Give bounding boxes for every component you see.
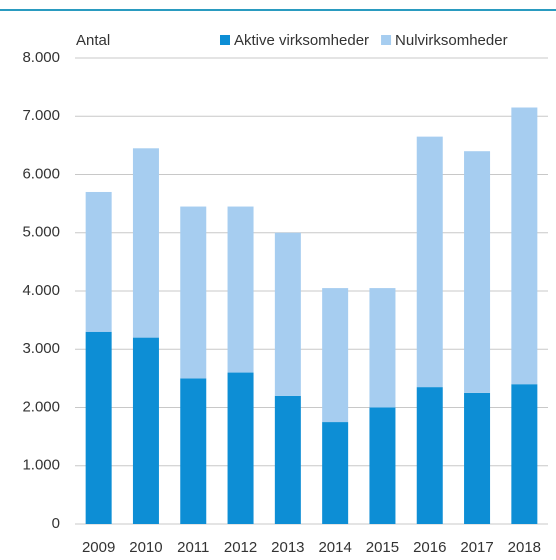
y-tick-label: 3.000	[22, 340, 60, 357]
legend-swatch	[220, 35, 230, 45]
x-tick-label: 2017	[460, 539, 493, 556]
bar-segment	[416, 387, 443, 524]
bar-segment	[464, 151, 491, 393]
bar-segment	[416, 136, 443, 388]
y-tick-label: 6.000	[22, 165, 60, 182]
bar-segment	[322, 422, 349, 524]
bar-segment	[369, 288, 396, 408]
y-tick-label: 0	[52, 515, 60, 532]
bar-segment	[227, 372, 254, 524]
y-tick-label: 2.000	[22, 398, 60, 415]
bar-segment	[227, 206, 254, 373]
y-axis-label: Antal	[76, 32, 110, 49]
bar-segment	[132, 337, 159, 524]
y-tick-label: 1.000	[22, 457, 60, 474]
bar-segment	[180, 378, 207, 524]
legend-label: Nulvirksomheder	[395, 32, 508, 49]
y-tick-label: 8.000	[22, 49, 60, 66]
bar-segment	[85, 191, 112, 332]
x-tick-label: 2011	[177, 539, 209, 556]
bar-segment	[274, 232, 301, 396]
bar-segment	[132, 148, 159, 338]
bar-segment	[322, 288, 349, 423]
bar-segment	[464, 392, 491, 524]
x-tick-label: 2015	[366, 539, 399, 556]
y-tick-label: 7.000	[22, 107, 60, 124]
x-tick-label: 2009	[82, 539, 115, 556]
bar-segment	[180, 206, 207, 379]
x-tick-label: 2010	[129, 539, 162, 556]
legend-swatch	[381, 35, 392, 45]
x-tick-label: 2013	[271, 539, 304, 556]
x-tick-label: 2016	[413, 539, 446, 556]
x-tick-label: 2012	[224, 539, 257, 556]
legend-label: Aktive virksomheder	[234, 32, 369, 49]
x-tick-label: 2018	[508, 539, 541, 556]
bar-segment	[274, 395, 301, 524]
y-tick-label: 5.000	[22, 224, 60, 241]
bar-segment	[369, 407, 396, 524]
y-tick-label: 4.000	[22, 282, 60, 299]
bar-segment	[511, 384, 538, 524]
x-tick-label: 2014	[318, 539, 351, 556]
bar-segment	[85, 331, 112, 524]
bar-segment	[511, 107, 538, 385]
